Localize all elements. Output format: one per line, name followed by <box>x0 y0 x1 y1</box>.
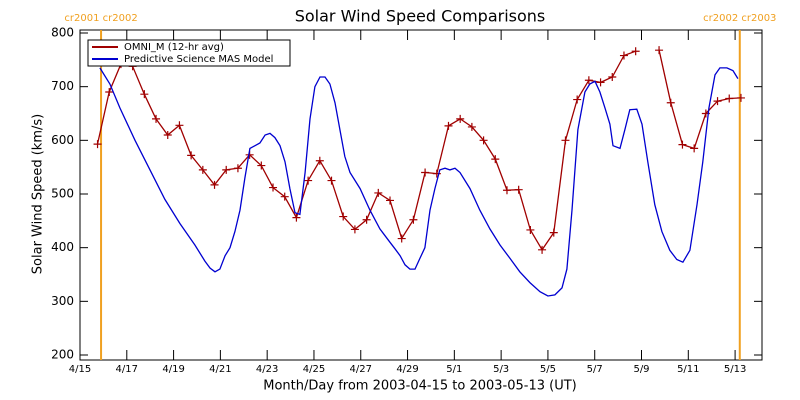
plus-marker <box>362 215 371 224</box>
plus-marker <box>210 180 219 189</box>
legend-box <box>87 39 291 67</box>
plus-marker <box>573 95 582 104</box>
plus-marker <box>619 51 628 60</box>
plus-marker <box>690 144 699 153</box>
plus-marker <box>666 98 675 107</box>
plus-marker <box>292 213 301 222</box>
plus-marker <box>736 93 745 102</box>
x-tick-label: 4/17 <box>116 364 138 375</box>
x-tick-label: 4/25 <box>303 364 325 375</box>
plus-marker <box>93 140 102 149</box>
y-tick-label: 600 <box>51 133 74 147</box>
x-tick-label: 5/9 <box>633 364 649 375</box>
plus-marker <box>678 140 687 149</box>
plus-marker <box>350 225 359 234</box>
plus-marker <box>163 130 172 139</box>
x-tick-label: 5/11 <box>677 364 699 375</box>
x-tick-label: 4/21 <box>209 364 231 375</box>
plus-marker <box>140 90 149 99</box>
carrington-label: cr2002 cr2003 <box>703 13 776 24</box>
plus-marker <box>467 122 476 131</box>
x-tick-label: 4/15 <box>69 364 91 375</box>
x-tick-label: 4/29 <box>396 364 418 375</box>
plus-marker <box>315 156 324 165</box>
plus-marker <box>152 114 161 123</box>
y-tick-label: 300 <box>51 294 74 308</box>
series-line <box>96 50 741 252</box>
y-tick-label: 400 <box>51 240 74 254</box>
plus-marker <box>549 228 558 237</box>
x-axis-label: Month/Day from 2003-04-15 to 2003-05-13 … <box>263 379 576 394</box>
plus-marker <box>397 234 406 243</box>
x-tick-label: 4/23 <box>256 364 278 375</box>
plus-marker <box>725 94 734 103</box>
x-tick-label: 5/3 <box>493 364 509 375</box>
plus-marker <box>327 176 336 185</box>
plot-frame <box>79 29 763 361</box>
plus-marker <box>304 176 313 185</box>
plus-marker <box>502 186 511 195</box>
plus-marker <box>233 164 242 173</box>
plus-marker <box>514 185 523 194</box>
plus-marker <box>374 188 383 197</box>
series-line <box>99 67 739 297</box>
legend-label: Predictive Science MAS Model <box>124 54 273 65</box>
chart-title: Solar Wind Speed Comparisons <box>295 7 546 26</box>
plus-marker <box>105 88 114 97</box>
plus-marker <box>339 212 348 221</box>
plus-marker <box>421 168 430 177</box>
plus-marker <box>409 215 418 224</box>
y-tick-label: 700 <box>51 79 74 93</box>
plus-marker <box>386 196 394 205</box>
plus-marker <box>713 97 722 106</box>
plus-marker <box>479 136 488 145</box>
x-tick-label: 5/1 <box>446 364 462 375</box>
plus-marker <box>175 121 184 130</box>
plus-marker <box>561 136 570 145</box>
plus-marker <box>584 76 593 85</box>
y-tick-label: 500 <box>51 187 74 201</box>
plus-marker <box>187 151 196 160</box>
x-tick-label: 5/7 <box>587 364 603 375</box>
plus-marker <box>444 121 453 130</box>
x-tick-label: 4/19 <box>162 364 184 375</box>
plus-marker <box>655 46 664 55</box>
y-tick-label: 200 <box>51 348 74 362</box>
plus-marker <box>596 78 605 87</box>
plus-marker <box>608 73 617 82</box>
plus-marker <box>198 165 207 174</box>
y-tick-label: 800 <box>51 26 74 40</box>
carrington-label: cr2001 cr2002 <box>64 13 137 24</box>
plus-marker <box>222 165 231 174</box>
plus-marker <box>269 183 278 192</box>
plus-marker <box>257 161 266 170</box>
plus-marker <box>491 155 500 164</box>
plus-marker <box>280 192 289 201</box>
plus-marker <box>526 225 535 234</box>
plus-marker <box>456 114 465 123</box>
x-tick-label: 5/5 <box>540 364 556 375</box>
y-axis-label: Solar Wind Speed (km/s) <box>31 114 46 274</box>
plus-marker <box>538 245 547 254</box>
plus-marker <box>631 47 640 56</box>
legend-label: OMNI_M (12-hr avg) <box>124 42 224 53</box>
x-tick-label: 5/13 <box>724 364 746 375</box>
x-tick-label: 4/27 <box>350 364 372 375</box>
